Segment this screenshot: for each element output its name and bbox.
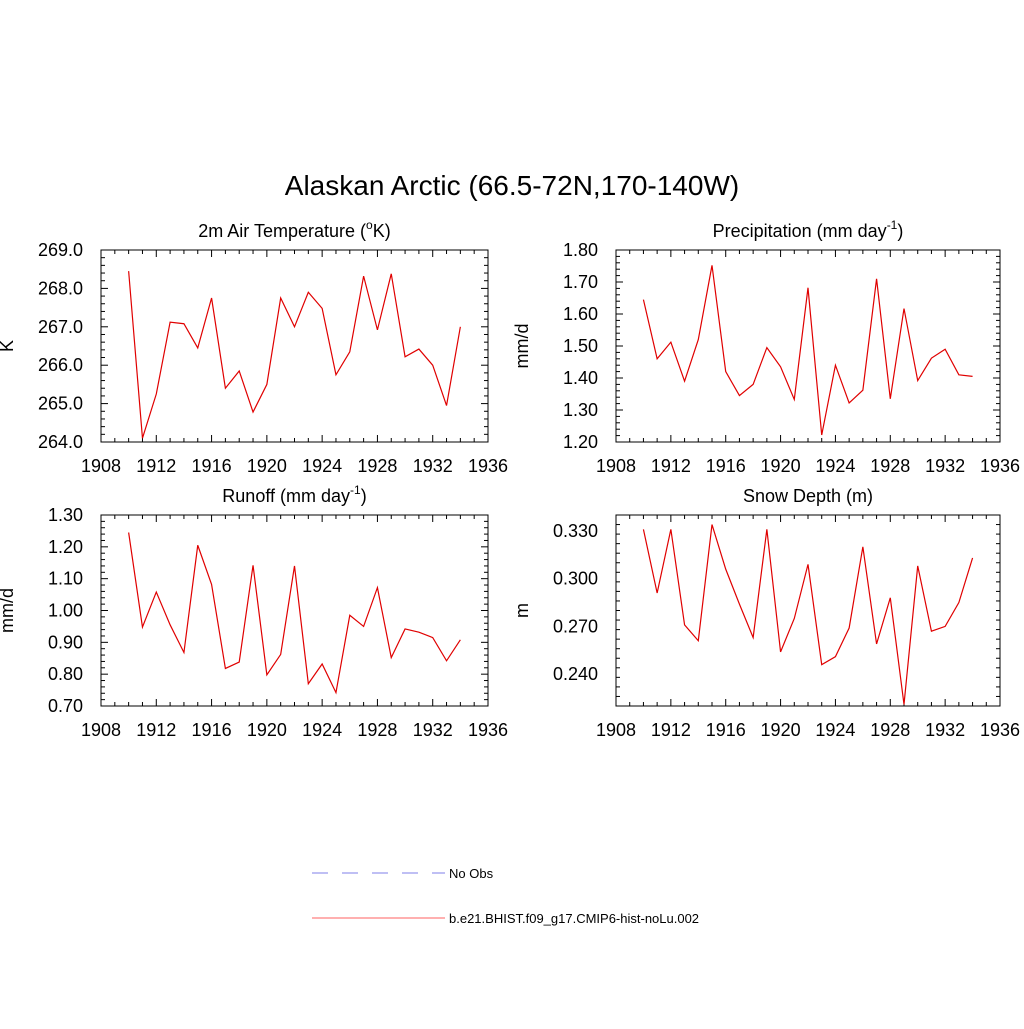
y-tick-label: 1.30 [563,400,598,420]
panel-title: Runoff (mm day-1) [222,483,366,506]
y-tick-label: 1.80 [563,240,598,260]
x-tick-label: 1920 [247,456,287,476]
y-tick-label: 0.300 [553,569,598,589]
x-tick-label: 1908 [596,720,636,740]
x-tick-label: 1908 [81,456,121,476]
y-tick-label: 1.60 [563,304,598,324]
x-tick-label: 1912 [136,456,176,476]
x-tick-label: 1916 [192,720,232,740]
y-axis-label: mm/d [0,588,17,633]
figure-title: Alaskan Arctic (66.5-72N,170-140W) [285,170,739,201]
x-tick-label: 1928 [870,456,910,476]
x-tick-label: 1912 [651,456,691,476]
legend: No Obs b.e21.BHIST.f09_g17.CMIP6-hist-noL… [312,866,699,926]
x-tick-label: 1928 [357,456,397,476]
y-axis-label: K [0,340,17,352]
y-tick-label: 264.0 [38,432,83,452]
y-tick-label: 0.90 [48,632,83,652]
x-tick-label: 1936 [468,720,508,740]
y-tick-label: 1.00 [48,601,83,621]
x-tick-label: 1932 [925,456,965,476]
series-line [128,271,461,439]
x-tick-label: 1920 [761,720,801,740]
y-tick-label: 266.0 [38,355,83,375]
x-tick-label: 1936 [468,456,508,476]
y-tick-label: 0.330 [553,521,598,541]
x-tick-label: 1924 [302,456,342,476]
x-tick-label: 1932 [413,720,453,740]
y-tick-label: 265.0 [38,394,83,414]
panel-title: Snow Depth (m) [743,486,873,506]
x-tick-label: 1924 [815,456,855,476]
plot-frame [615,514,1001,707]
y-tick-label: 1.20 [563,432,598,452]
y-tick-label: 269.0 [38,240,83,260]
panel-1: 2m Air Temperature (oK) K 1908 1912 1916 1920… [0,218,508,476]
y-tick-label: 1.50 [563,336,598,356]
x-tick-label: 1936 [980,456,1020,476]
x-tick-label: 1932 [413,456,453,476]
x-tick-label: 1924 [302,720,342,740]
y-tick-label: 0.80 [48,664,83,684]
x-tick-label: 1936 [980,720,1020,740]
x-tick-label: 1928 [870,720,910,740]
y-axis-label: mm/d [512,324,532,369]
plot-frame [615,249,1001,443]
y-tick-label: 0.70 [48,696,83,716]
y-tick-label: 268.0 [38,278,83,298]
x-tick-label: 1920 [761,456,801,476]
y-tick-label: 1.40 [563,368,598,388]
y-tick-label: 1.20 [48,537,83,557]
x-tick-label: 1920 [247,720,287,740]
x-tick-label: 1928 [357,720,397,740]
panels: 2m Air Temperature (oK) K 1908 1912 1916 1920… [0,218,1020,740]
panel-title: Precipitation (mm day-1) [713,218,904,241]
series-line [642,524,974,705]
x-tick-label: 1916 [706,456,746,476]
x-tick-label: 1924 [815,720,855,740]
panel-title: 2m Air Temperature (oK) [198,218,390,241]
panel-2: Precipitation (mm day-1) mm/d 1908 1912 1916… [512,218,1020,476]
panel-3: Runoff (mm day-1) mm/d 1908 1912 1916 1920 192… [0,483,508,740]
y-tick-label: 0.240 [553,664,598,684]
y-tick-label: 0.270 [553,616,598,636]
y-tick-label: 1.70 [563,272,598,292]
x-tick-label: 1916 [706,720,746,740]
plot-frame [100,249,489,443]
y-tick-label: 1.10 [48,569,83,589]
y-axis-label: m [512,603,532,618]
panel-4: Snow Depth (m) m 1908 1912 1916 1920 1924 1928 1… [512,486,1020,740]
legend-label: No Obs [449,866,494,881]
x-tick-label: 1908 [596,456,636,476]
x-tick-label: 1912 [651,720,691,740]
x-tick-label: 1932 [925,720,965,740]
plot-frame [100,514,489,707]
series-line [128,532,461,695]
x-tick-label: 1908 [81,720,121,740]
legend-label: b.e21.BHIST.f09_g17.CMIP6-hist-noLu.002 [449,911,699,926]
x-tick-label: 1912 [136,720,176,740]
series-line [642,265,973,436]
y-tick-label: 1.30 [48,505,83,525]
y-tick-label: 267.0 [38,317,83,337]
x-tick-label: 1916 [192,456,232,476]
